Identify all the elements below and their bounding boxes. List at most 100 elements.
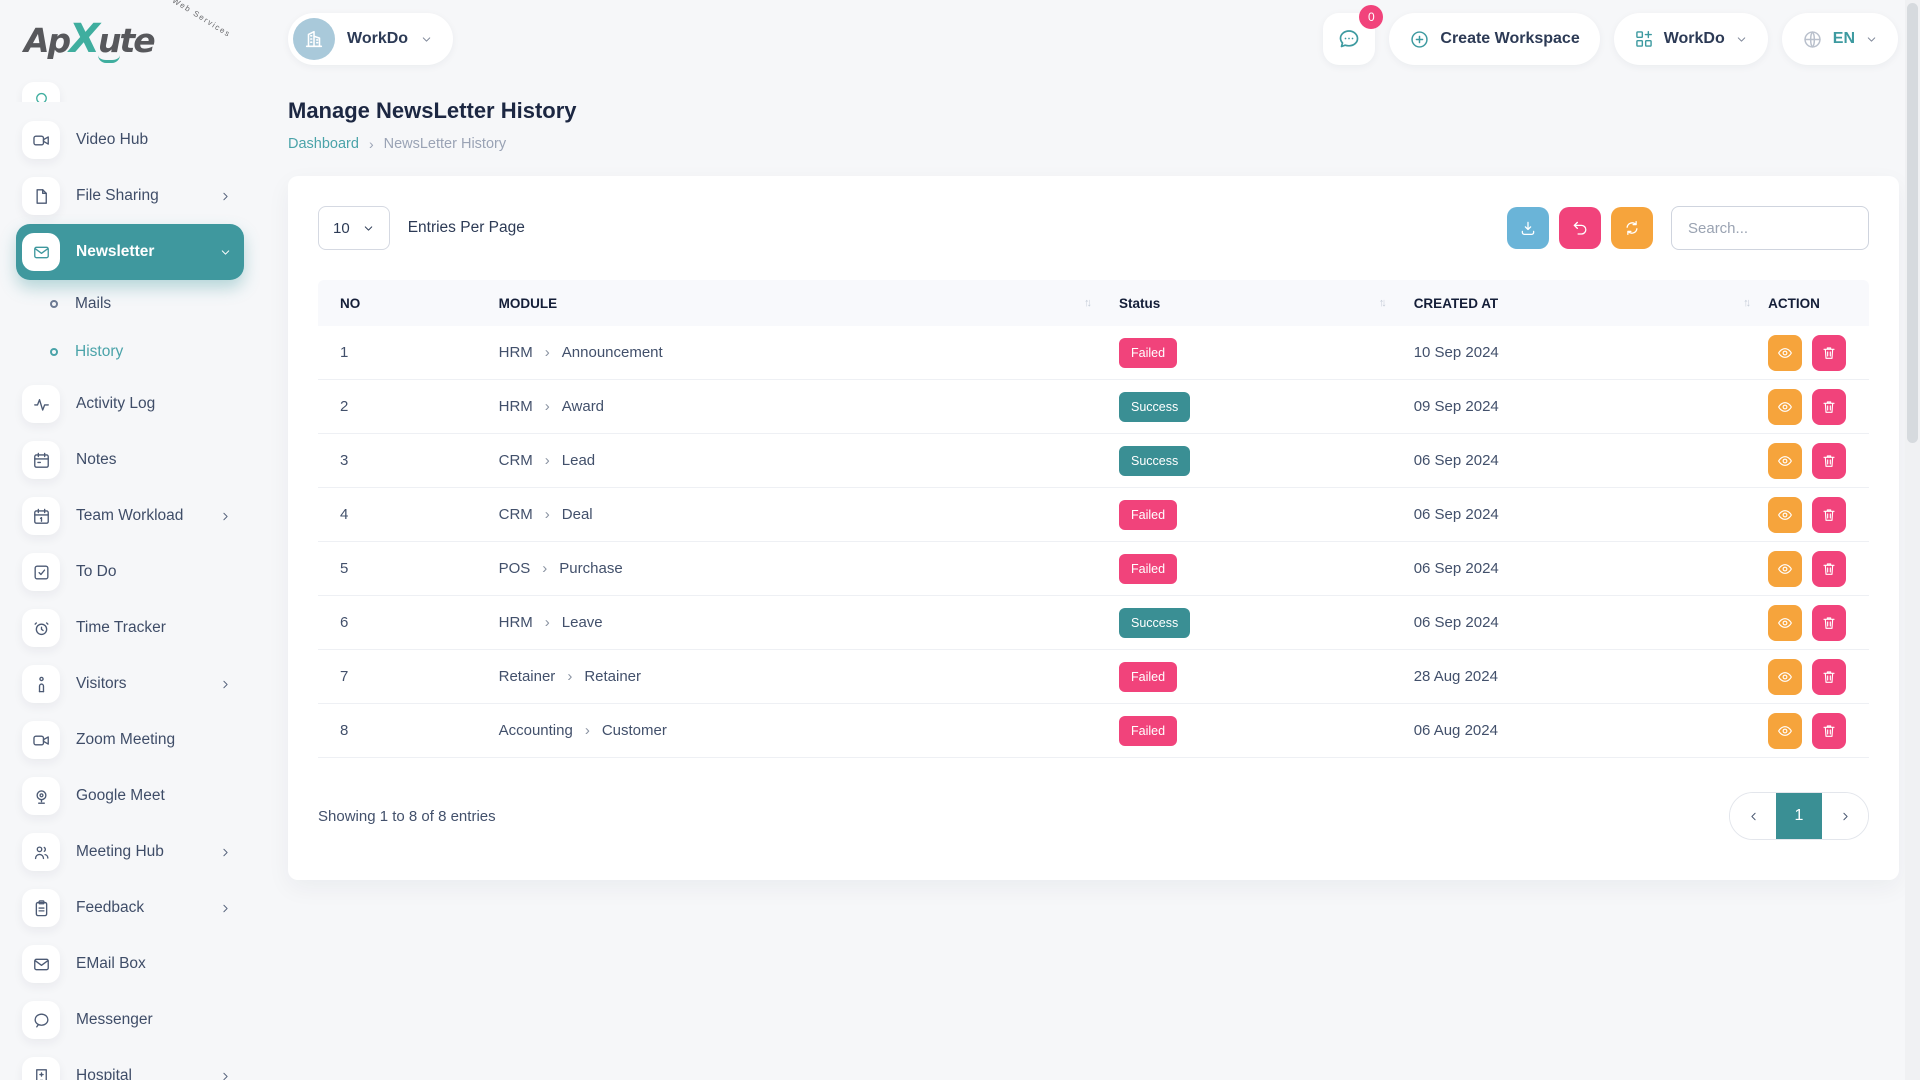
- breadcrumb: Dashboard › NewsLetter History: [288, 136, 1899, 152]
- sidebar-item-to-do[interactable]: To Do: [16, 544, 244, 600]
- sidebar-item-partial[interactable]: [16, 78, 244, 102]
- row-module: POS › Purchase: [489, 560, 1109, 577]
- table-row: 4 CRM › Deal Failed 06 Sep 2024: [318, 488, 1869, 542]
- row-created-at: 28 Aug 2024: [1413, 668, 1498, 685]
- sort-icon[interactable]: ↑↓: [1084, 297, 1092, 309]
- sort-icon[interactable]: ↑↓: [1743, 297, 1751, 309]
- sidebar-item-zoom-meeting[interactable]: Zoom Meeting: [16, 712, 244, 768]
- eye-icon: [1777, 669, 1793, 685]
- delete-button[interactable]: [1812, 658, 1847, 695]
- chevron-down-icon: [219, 246, 232, 259]
- module-parent: HRM: [498, 344, 533, 361]
- page-scrollbar[interactable]: [1905, 0, 1920, 1080]
- status-badge: Failed: [1119, 499, 1178, 530]
- bullet-icon: [50, 348, 58, 356]
- undo-button[interactable]: [1559, 207, 1601, 249]
- row-module: HRM › Announcement: [489, 344, 1109, 361]
- sidebar-item-activity-log[interactable]: Activity Log: [16, 376, 244, 432]
- view-button[interactable]: [1768, 550, 1803, 587]
- eye-icon: [1777, 345, 1793, 361]
- trash-icon: [1821, 561, 1837, 577]
- entries-per-page-select[interactable]: 10: [318, 206, 390, 250]
- chevron-right-icon: ›: [544, 452, 550, 469]
- sidebar-item-notes[interactable]: Notes: [16, 432, 244, 488]
- chevron-down-icon: [1865, 33, 1878, 46]
- column-header-status[interactable]: Status ↑↓: [1109, 296, 1404, 311]
- module-child: Purchase: [559, 560, 623, 577]
- row-actions: [1768, 334, 1869, 371]
- eye-icon: [1777, 723, 1793, 739]
- delete-button[interactable]: [1812, 388, 1847, 425]
- delete-button[interactable]: [1812, 496, 1847, 533]
- view-button[interactable]: [1768, 334, 1803, 371]
- view-button[interactable]: [1768, 496, 1803, 533]
- export-button[interactable]: [1507, 207, 1549, 249]
- view-button[interactable]: [1768, 712, 1803, 749]
- module-parent: CRM: [498, 506, 533, 523]
- view-button[interactable]: [1768, 658, 1803, 695]
- sidebar-subitem-history[interactable]: History: [16, 328, 244, 376]
- sidebar-subitem-label: History: [75, 343, 124, 360]
- brand-logo[interactable]: ApXute Web Services: [16, 0, 244, 78]
- view-button[interactable]: [1768, 388, 1803, 425]
- view-button[interactable]: [1768, 442, 1803, 479]
- delete-button[interactable]: [1812, 442, 1847, 479]
- sidebar-item-label: Team Workload: [76, 507, 184, 524]
- previous-page-button[interactable]: [1730, 793, 1776, 839]
- delete-button[interactable]: [1812, 550, 1847, 587]
- row-actions: [1768, 604, 1869, 641]
- partial-icon: [22, 82, 60, 102]
- sidebar-item-video-hub[interactable]: Video Hub: [16, 112, 244, 168]
- sidebar-item-email-box[interactable]: EMail Box: [16, 936, 244, 992]
- sidebar-item-hospital[interactable]: Hospital: [16, 1048, 244, 1080]
- hospital-building-icon: [22, 1057, 60, 1080]
- column-header-no[interactable]: NO: [340, 295, 361, 311]
- workspace-selector[interactable]: WorkDo: [288, 13, 454, 65]
- sidebar-item-team-workload[interactable]: Team Workload: [16, 488, 244, 544]
- page-number-button[interactable]: 1: [1776, 793, 1822, 839]
- table-controls: 10 Entries Per Page: [318, 206, 1869, 250]
- sidebar-item-meeting-hub[interactable]: Meeting Hub: [16, 824, 244, 880]
- view-button[interactable]: [1768, 604, 1803, 641]
- breadcrumb-dashboard-link[interactable]: Dashboard: [288, 136, 359, 152]
- sort-icon[interactable]: ↑↓: [1378, 297, 1387, 309]
- grid-plus-icon: [1634, 29, 1654, 49]
- search-input[interactable]: [1671, 206, 1869, 250]
- sidebar-item-time-tracker[interactable]: Time Tracker: [16, 600, 244, 656]
- alarm-clock-icon: [22, 609, 60, 647]
- chevron-right-icon: [219, 190, 232, 203]
- delete-button[interactable]: [1812, 604, 1847, 641]
- column-header-created-at[interactable]: CREATED AT ↑↓: [1404, 296, 1768, 311]
- column-header-module[interactable]: MODULE ↑↓: [489, 296, 1109, 311]
- sidebar-item-messenger[interactable]: Messenger: [16, 992, 244, 1048]
- sidebar-item-feedback[interactable]: Feedback: [16, 880, 244, 936]
- chevron-right-icon: ›: [544, 506, 550, 523]
- delete-button[interactable]: [1812, 712, 1847, 749]
- sidebar-item-label: Feedback: [76, 899, 145, 916]
- row-created-at: 09 Sep 2024: [1413, 398, 1499, 415]
- create-workspace-button[interactable]: Create Workspace: [1389, 13, 1600, 65]
- table-row: 2 HRM › Award Success 09 Sep 2024: [318, 380, 1869, 434]
- app-switcher-button[interactable]: WorkDo: [1613, 13, 1768, 65]
- table-header-row: NO MODULE ↑↓ Status ↑↓ CREATED AT ↑↓ ACTION: [318, 280, 1869, 326]
- brand-name: ApXute: [24, 16, 156, 63]
- sidebar-item-google-meet[interactable]: Google Meet: [16, 768, 244, 824]
- sidebar-item-newsletter[interactable]: Newsletter: [16, 224, 244, 280]
- language-selector[interactable]: EN: [1781, 13, 1898, 65]
- status-badge: Success: [1119, 445, 1191, 476]
- scrollbar-thumb[interactable]: [1907, 3, 1918, 443]
- sidebar-item-file-sharing[interactable]: File Sharing: [16, 168, 244, 224]
- table-row: 3 CRM › Lead Success 06 Sep 2024: [318, 434, 1869, 488]
- sidebar-item-label: Notes: [76, 451, 117, 468]
- sidebar-subitem-mails[interactable]: Mails: [16, 280, 244, 328]
- row-created-at: 06 Aug 2024: [1413, 722, 1498, 739]
- refresh-button[interactable]: [1611, 207, 1653, 249]
- next-page-button[interactable]: [1822, 793, 1868, 839]
- messages-button[interactable]: 0: [1323, 5, 1384, 65]
- sidebar-item-visitors[interactable]: Visitors: [16, 656, 244, 712]
- sidebar-item-label: File Sharing: [76, 187, 159, 204]
- breadcrumb-current: NewsLetter History: [383, 136, 507, 152]
- row-module: HRM › Award: [489, 398, 1109, 415]
- check-square-icon: [22, 553, 60, 591]
- delete-button[interactable]: [1812, 334, 1847, 371]
